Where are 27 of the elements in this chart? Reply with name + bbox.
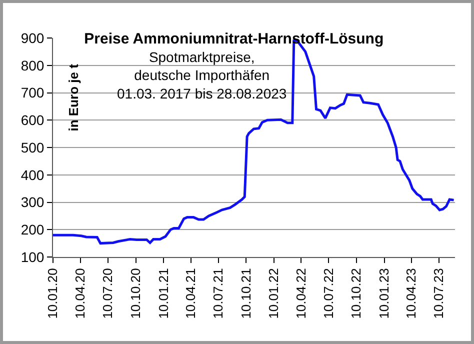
- y-tick-label: 200: [20, 222, 44, 238]
- x-tick-label: 10.10.21: [238, 268, 254, 319]
- y-tick-label: 400: [20, 166, 44, 183]
- x-tick-label: 10.07.22: [320, 268, 336, 319]
- x-tick-label: 10.04.21: [183, 268, 198, 319]
- y-tick-label: 600: [20, 112, 44, 128]
- x-tick-label: 10.04.20: [72, 268, 88, 319]
- chart-title: Preise Ammoniumnitrat-Harnstoff-Lösung: [84, 30, 384, 48]
- y-axis-title: in Euro je t: [66, 63, 81, 132]
- x-tick-label: 10.07.20: [100, 268, 116, 319]
- x-tick-label: 10.01.23: [376, 268, 392, 319]
- x-tick-label: 10.01.21: [156, 268, 171, 319]
- x-tick-label: 10.04.22: [293, 268, 308, 319]
- annotation: Spotmarktpreise, deutsche Importhäfen 01.03. 2017 bis 28.08.2023: [117, 49, 287, 102]
- y-tick-label: 900: [20, 30, 44, 46]
- x-tick-label: 10.07.23: [431, 268, 446, 319]
- x-tick-label: 10.07.21: [210, 268, 226, 319]
- x-tick-label: 10.10.22: [348, 268, 364, 319]
- y-tick-label: 500: [20, 139, 44, 156]
- x-tick-label: 10.04.23: [404, 268, 419, 319]
- y-tick-label: 300: [20, 194, 44, 210]
- x-tick-label: 10.01.20: [45, 268, 60, 319]
- y-tick-label: 800: [20, 57, 44, 74]
- y-tick-label: 700: [20, 84, 44, 101]
- y-tick-label: 100: [20, 248, 44, 265]
- x-tick-label: 10.01.22: [266, 268, 282, 319]
- x-tick-label: 10.10.20: [128, 268, 144, 319]
